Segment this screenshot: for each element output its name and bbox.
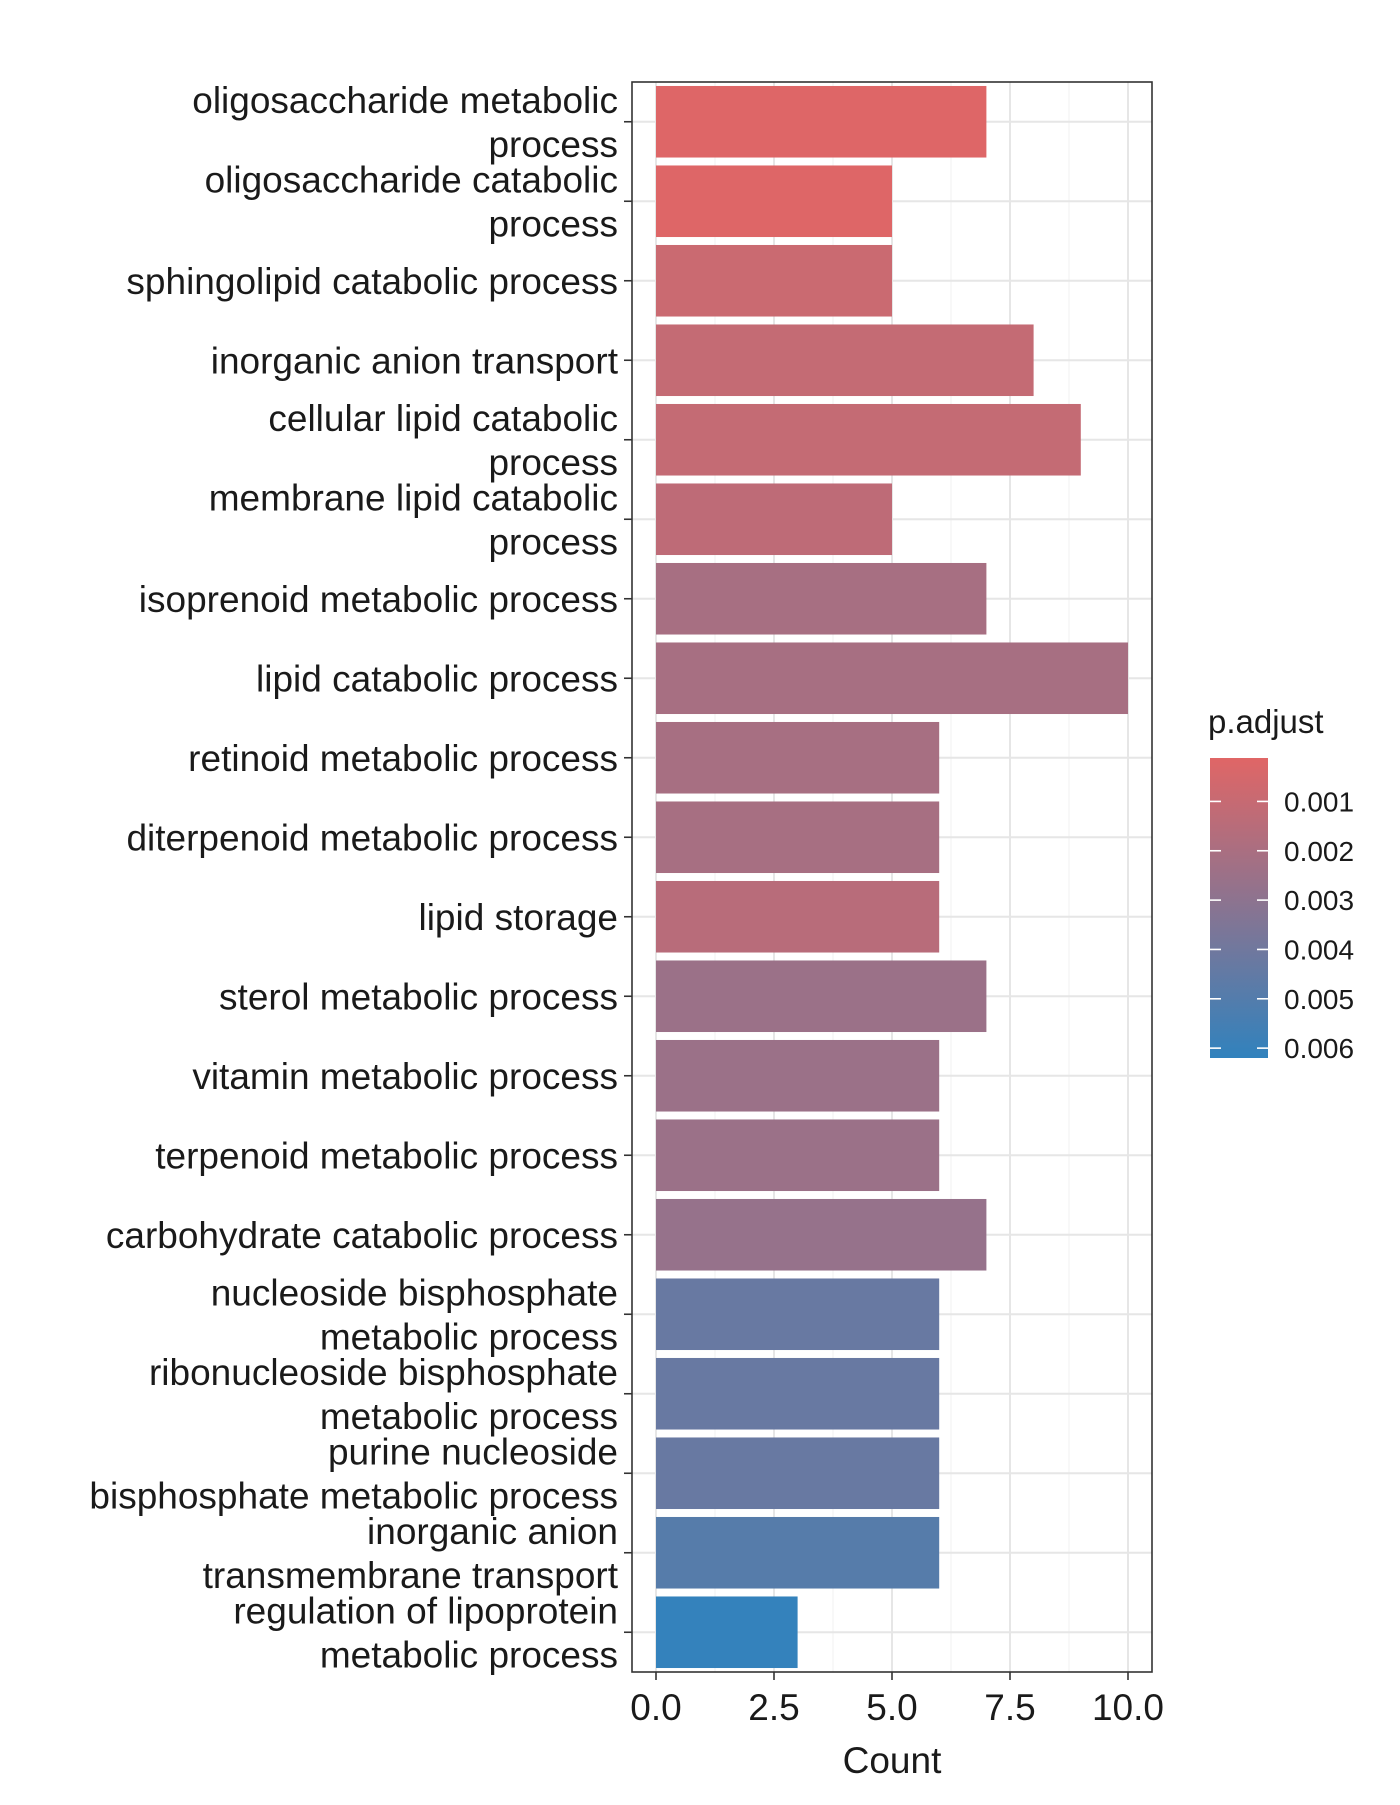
bar	[656, 1198, 987, 1271]
legend-ticks: 0.001 0.002 0.003 0.004 0.005 0.006	[1210, 786, 1354, 1064]
y-tick-label: diterpenoid metabolic process	[126, 817, 618, 858]
bar	[656, 642, 1128, 715]
y-tick-label: vitamin metabolic process	[192, 1056, 618, 1097]
y-tick-label: retinoid metabolic process	[188, 738, 618, 779]
bar	[656, 85, 987, 158]
bar	[656, 324, 1034, 397]
bar	[656, 880, 940, 953]
legend-tick-label: 0.006	[1284, 1033, 1354, 1064]
legend: p.adjust 0.001 0.002 0.003 0.004 0.005 0.006	[1208, 703, 1354, 1064]
y-tick-label: oligosaccharide metabolic process	[192, 80, 618, 165]
bar	[656, 1278, 940, 1351]
y-tick-label: sphingolipid catabolic process	[126, 261, 618, 302]
legend-colorbar	[1210, 758, 1268, 1058]
bars	[656, 85, 1128, 1669]
y-tick-label: ribonucleoside bisphosphate metabolic pro…	[149, 1352, 618, 1437]
bar	[656, 483, 892, 556]
x-axis-title: Count	[843, 1740, 942, 1781]
x-tick-label: 7.5	[984, 1687, 1035, 1728]
y-tick-label: purine nucleoside bisphosphate metabolic …	[89, 1431, 618, 1516]
bar	[656, 721, 940, 794]
x-tick-label: 10.0	[1092, 1687, 1164, 1728]
bar	[656, 244, 892, 317]
bar	[656, 1039, 940, 1112]
y-tick-label: membrane lipid catabolic process	[209, 477, 618, 562]
x-tick-label: 2.5	[748, 1687, 799, 1728]
bar	[656, 403, 1081, 476]
y-tick-label: lipid catabolic process	[256, 658, 618, 699]
y-tick-label: sterol metabolic process	[219, 976, 618, 1017]
y-tick-label: isoprenoid metabolic process	[139, 579, 618, 620]
y-tick-label: oligosaccharide catabolic process	[205, 159, 618, 244]
bar	[656, 960, 987, 1033]
bar	[656, 801, 940, 874]
y-tick-label: inorganic anion transport	[211, 340, 619, 381]
legend-tick-label: 0.003	[1284, 885, 1354, 916]
bar	[656, 1119, 940, 1192]
y-tick-label: nucleoside bisphosphate metabolic process	[211, 1272, 618, 1357]
y-tick-label: regulation of lipoprotein metabolic proce…	[233, 1590, 618, 1675]
y-tick-label: cellular lipid catabolic process	[268, 398, 618, 483]
bar	[656, 1596, 798, 1669]
y-tick-label: terpenoid metabolic process	[155, 1135, 618, 1176]
bar	[656, 562, 987, 635]
x-axis: 0.0 2.5 5.0 7.5 10.0	[630, 1672, 1164, 1728]
legend-tick-label: 0.004	[1284, 934, 1354, 965]
bar	[656, 1357, 940, 1430]
x-tick-label: 0.0	[630, 1687, 681, 1728]
legend-tick-label: 0.002	[1284, 836, 1354, 867]
legend-title: p.adjust	[1208, 703, 1324, 740]
y-tick-label: inorganic anion transmembrane transport	[203, 1511, 619, 1596]
bar	[656, 1516, 940, 1589]
legend-tick-label: 0.005	[1284, 984, 1354, 1015]
y-axis: oligosaccharide metabolic processoligosac…	[89, 80, 632, 1675]
y-tick-label: carbohydrate catabolic process	[106, 1215, 618, 1256]
bar	[656, 165, 892, 238]
bar	[656, 1437, 940, 1510]
legend-tick-label: 0.001	[1284, 786, 1354, 817]
x-tick-label: 5.0	[866, 1687, 917, 1728]
y-tick-label: lipid storage	[418, 897, 618, 938]
